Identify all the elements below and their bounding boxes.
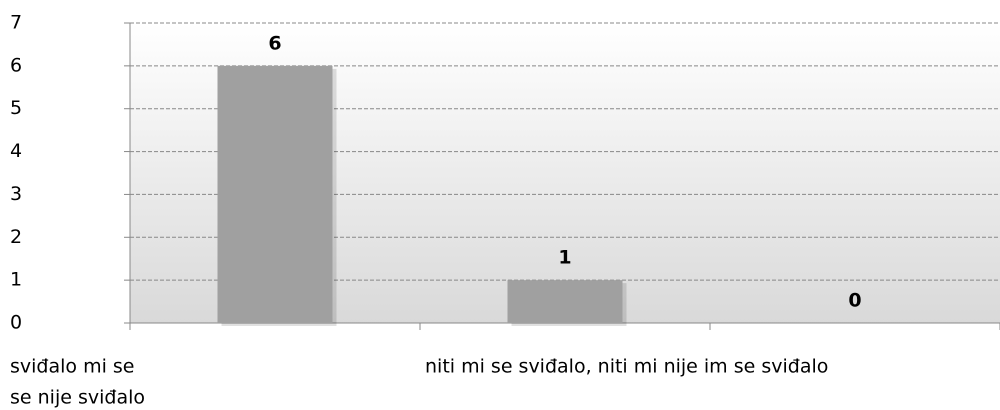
data-label: 6 (268, 32, 281, 54)
y-tick-label: 4 (10, 140, 22, 162)
x-tick-label: niti mi se sviđalo, niti mi nije im se s… (425, 356, 828, 378)
y-tick-label: 3 (10, 183, 22, 205)
y-tick-label: 6 (10, 54, 22, 76)
y-tick-label: 2 (10, 226, 22, 248)
x-tick-label: sviđalo mi se (10, 356, 134, 378)
data-label: 0 (848, 290, 861, 312)
bar (217, 65, 333, 323)
y-tick-label: 5 (10, 97, 22, 119)
bar (507, 280, 623, 323)
y-tick-label: 0 (10, 312, 22, 334)
x-tick-label: se nije sviđalo (10, 387, 145, 409)
y-tick-label: 1 (10, 269, 22, 291)
data-label: 1 (558, 247, 571, 269)
y-tick-label: 7 (10, 12, 22, 34)
